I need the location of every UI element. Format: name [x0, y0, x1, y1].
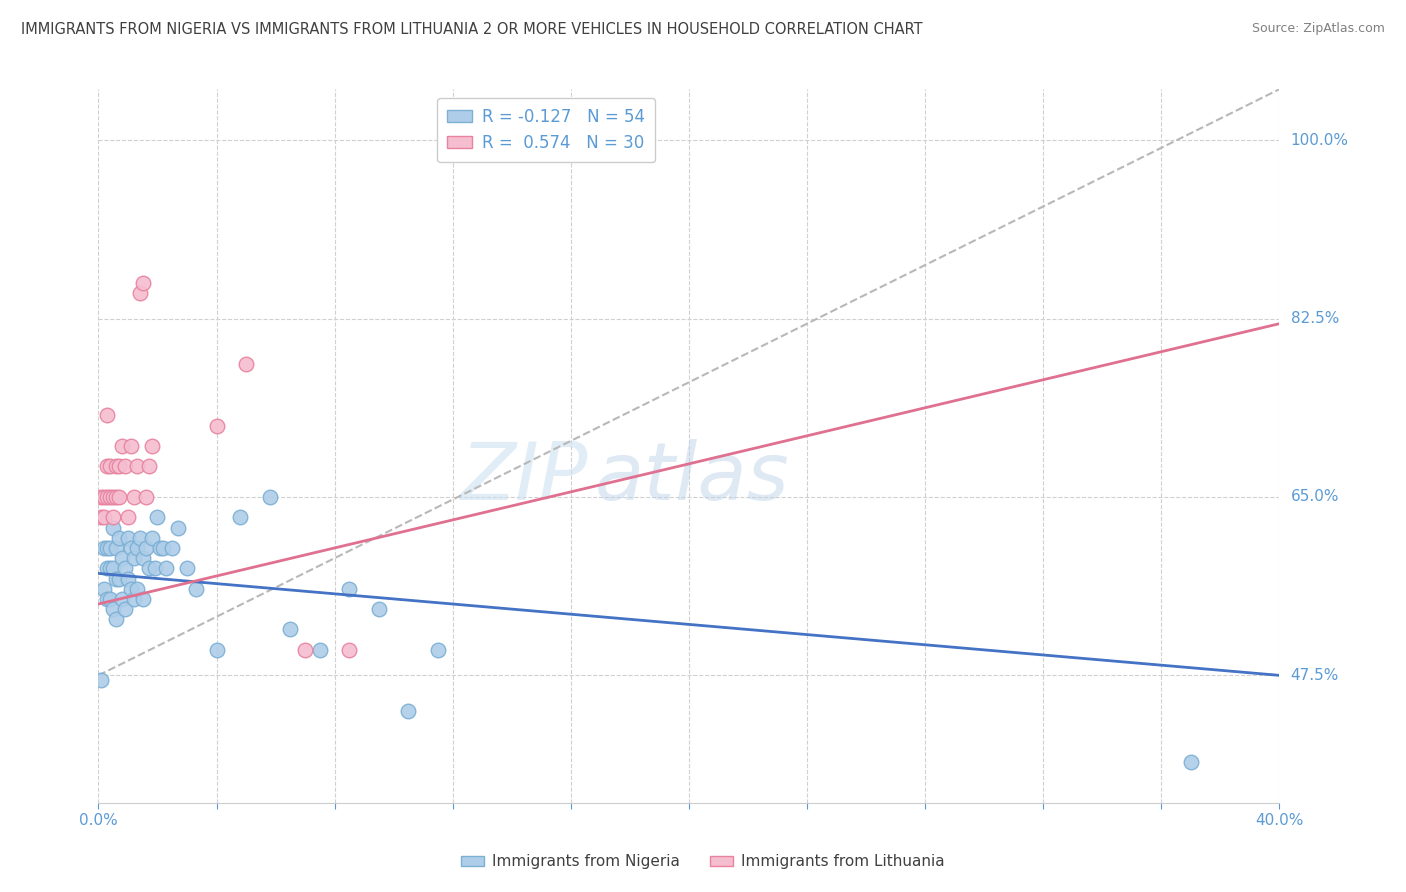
Point	[122, 490, 145, 504]
Point	[114, 561, 136, 575]
Point	[337, 582, 360, 596]
Text: Source: ZipAtlas.com: Source: ZipAtlas.com	[1251, 22, 1385, 36]
Point	[105, 490, 128, 504]
Point	[141, 531, 163, 545]
Point	[96, 541, 118, 555]
Point	[98, 591, 121, 606]
Point	[98, 490, 121, 504]
Point	[125, 582, 148, 596]
Point	[93, 541, 115, 555]
Point	[128, 286, 150, 301]
Point	[105, 459, 128, 474]
Point	[98, 541, 121, 555]
Point	[167, 520, 190, 534]
Point	[138, 459, 160, 474]
Point	[117, 572, 139, 586]
Point	[105, 572, 128, 586]
Point	[132, 551, 155, 566]
Point	[96, 409, 118, 423]
Point	[96, 490, 118, 504]
Point	[132, 591, 155, 606]
Point	[135, 490, 157, 504]
Point	[108, 459, 131, 474]
Point	[120, 541, 142, 555]
Point	[294, 643, 316, 657]
Point	[103, 490, 125, 504]
Point	[105, 541, 128, 555]
Point	[128, 531, 150, 545]
Point	[117, 510, 139, 524]
Text: 82.5%: 82.5%	[1291, 311, 1339, 326]
Point	[152, 541, 174, 555]
Point	[96, 591, 118, 606]
Point	[135, 541, 157, 555]
Point	[111, 551, 134, 566]
Point	[108, 490, 131, 504]
Point	[205, 418, 228, 433]
Point	[93, 582, 115, 596]
Text: 47.5%: 47.5%	[1291, 668, 1339, 683]
Point	[337, 643, 360, 657]
Point	[141, 439, 163, 453]
Point	[90, 673, 112, 688]
Point	[1180, 755, 1202, 769]
Legend: R = -0.127   N = 54, R =  0.574   N = 30: R = -0.127 N = 54, R = 0.574 N = 30	[437, 97, 655, 161]
Point	[149, 541, 172, 555]
Point	[162, 541, 183, 555]
Point	[103, 602, 125, 616]
Point	[184, 582, 207, 596]
Point	[155, 561, 177, 575]
Point	[103, 561, 125, 575]
Point	[111, 439, 134, 453]
Point	[132, 276, 155, 290]
Point	[205, 643, 228, 657]
Point	[117, 531, 139, 545]
Point	[93, 510, 115, 524]
Legend: Immigrants from Nigeria, Immigrants from Lithuania: Immigrants from Nigeria, Immigrants from…	[456, 848, 950, 875]
Text: 100.0%: 100.0%	[1291, 133, 1348, 148]
Point	[114, 459, 136, 474]
Point	[138, 561, 160, 575]
Point	[396, 704, 419, 718]
Point	[120, 582, 142, 596]
Point	[111, 591, 134, 606]
Point	[278, 623, 302, 637]
Text: 65.0%: 65.0%	[1291, 490, 1339, 505]
Point	[176, 561, 198, 575]
Point	[309, 643, 332, 657]
Point	[368, 602, 391, 616]
Point	[114, 602, 136, 616]
Point	[235, 358, 257, 372]
Point	[105, 612, 128, 626]
Point	[122, 551, 145, 566]
Text: atlas: atlas	[595, 439, 789, 517]
Point	[103, 520, 125, 534]
Point	[146, 510, 169, 524]
Point	[108, 572, 131, 586]
Point	[259, 490, 281, 504]
Point	[229, 510, 252, 524]
Point	[96, 459, 118, 474]
Point	[143, 561, 166, 575]
Text: ZIP: ZIP	[461, 439, 589, 517]
Point	[93, 490, 115, 504]
Point	[90, 510, 112, 524]
Point	[98, 459, 121, 474]
Point	[125, 459, 148, 474]
Point	[120, 439, 142, 453]
Point	[125, 541, 148, 555]
Point	[108, 531, 131, 545]
Point	[103, 510, 125, 524]
Point	[427, 643, 450, 657]
Point	[90, 490, 112, 504]
Point	[98, 561, 121, 575]
Text: IMMIGRANTS FROM NIGERIA VS IMMIGRANTS FROM LITHUANIA 2 OR MORE VEHICLES IN HOUSE: IMMIGRANTS FROM NIGERIA VS IMMIGRANTS FR…	[21, 22, 922, 37]
Point	[122, 591, 145, 606]
Point	[96, 561, 118, 575]
